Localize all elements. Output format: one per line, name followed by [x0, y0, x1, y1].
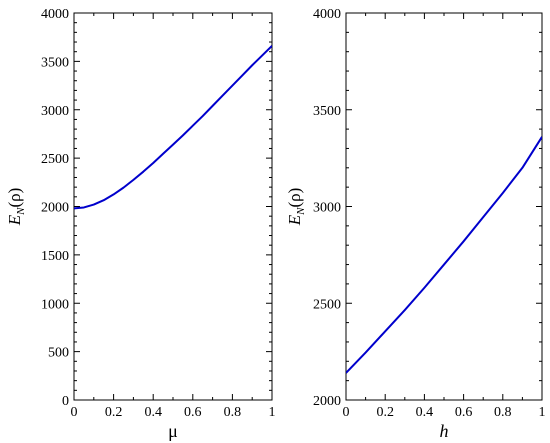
y-tick-label: 3500 — [313, 104, 341, 119]
series-line-1 — [74, 45, 272, 210]
x-tick-label: 0.4 — [144, 405, 162, 420]
y-tick-label: 1000 — [41, 297, 69, 312]
y-tick-label: 3000 — [313, 201, 341, 216]
chart-panel-right: 0 0.2 0.4 0.6 0.8 1 2000 2500 3000 3500 4000 h EN(ρ) — [285, 7, 546, 441]
x-tick-label: 0 — [343, 405, 350, 420]
x-tick-label: 0.8 — [224, 405, 242, 420]
y-tick-label: 1500 — [41, 249, 69, 264]
series-line-1 — [346, 136, 542, 374]
plot-frame — [73, 12, 273, 401]
y-tick-label: 2000 — [313, 394, 341, 409]
y-axis-label: EN(ρ) — [5, 188, 27, 227]
y-tick-label: 3000 — [41, 104, 69, 119]
x-axis-label: μ — [168, 421, 178, 441]
x-tick-label: 0.6 — [184, 405, 202, 420]
y-tick-label: 4000 — [313, 7, 341, 22]
x-tick-label: 0.4 — [416, 405, 434, 420]
x-tick-label: 0.2 — [105, 405, 123, 420]
x-tick-label: 1 — [269, 405, 276, 420]
x-tick-label: 0.2 — [376, 405, 394, 420]
y-tick-label: 2500 — [41, 152, 69, 167]
y-tick-label: 2500 — [313, 297, 341, 312]
y-tick-label: 4000 — [41, 7, 69, 22]
x-tick-label: 0 — [71, 405, 78, 420]
y-tick-label: 3500 — [41, 55, 69, 70]
y-tick-label: 500 — [48, 346, 69, 361]
chart-panel-left: 0 0.2 0.4 0.6 0.8 1 0 500 1000 1500 2000 2500 3000 35… — [5, 7, 276, 441]
y-tick-label: 0 — [62, 394, 69, 409]
x-tick-label: 1 — [539, 405, 546, 420]
x-tick-label: 0.8 — [494, 405, 512, 420]
y-axis-label: EN(ρ) — [285, 188, 307, 227]
x-tick-label: 0.6 — [455, 405, 473, 420]
x-axis-label: h — [440, 421, 449, 441]
y-tick-label: 2000 — [41, 201, 69, 216]
